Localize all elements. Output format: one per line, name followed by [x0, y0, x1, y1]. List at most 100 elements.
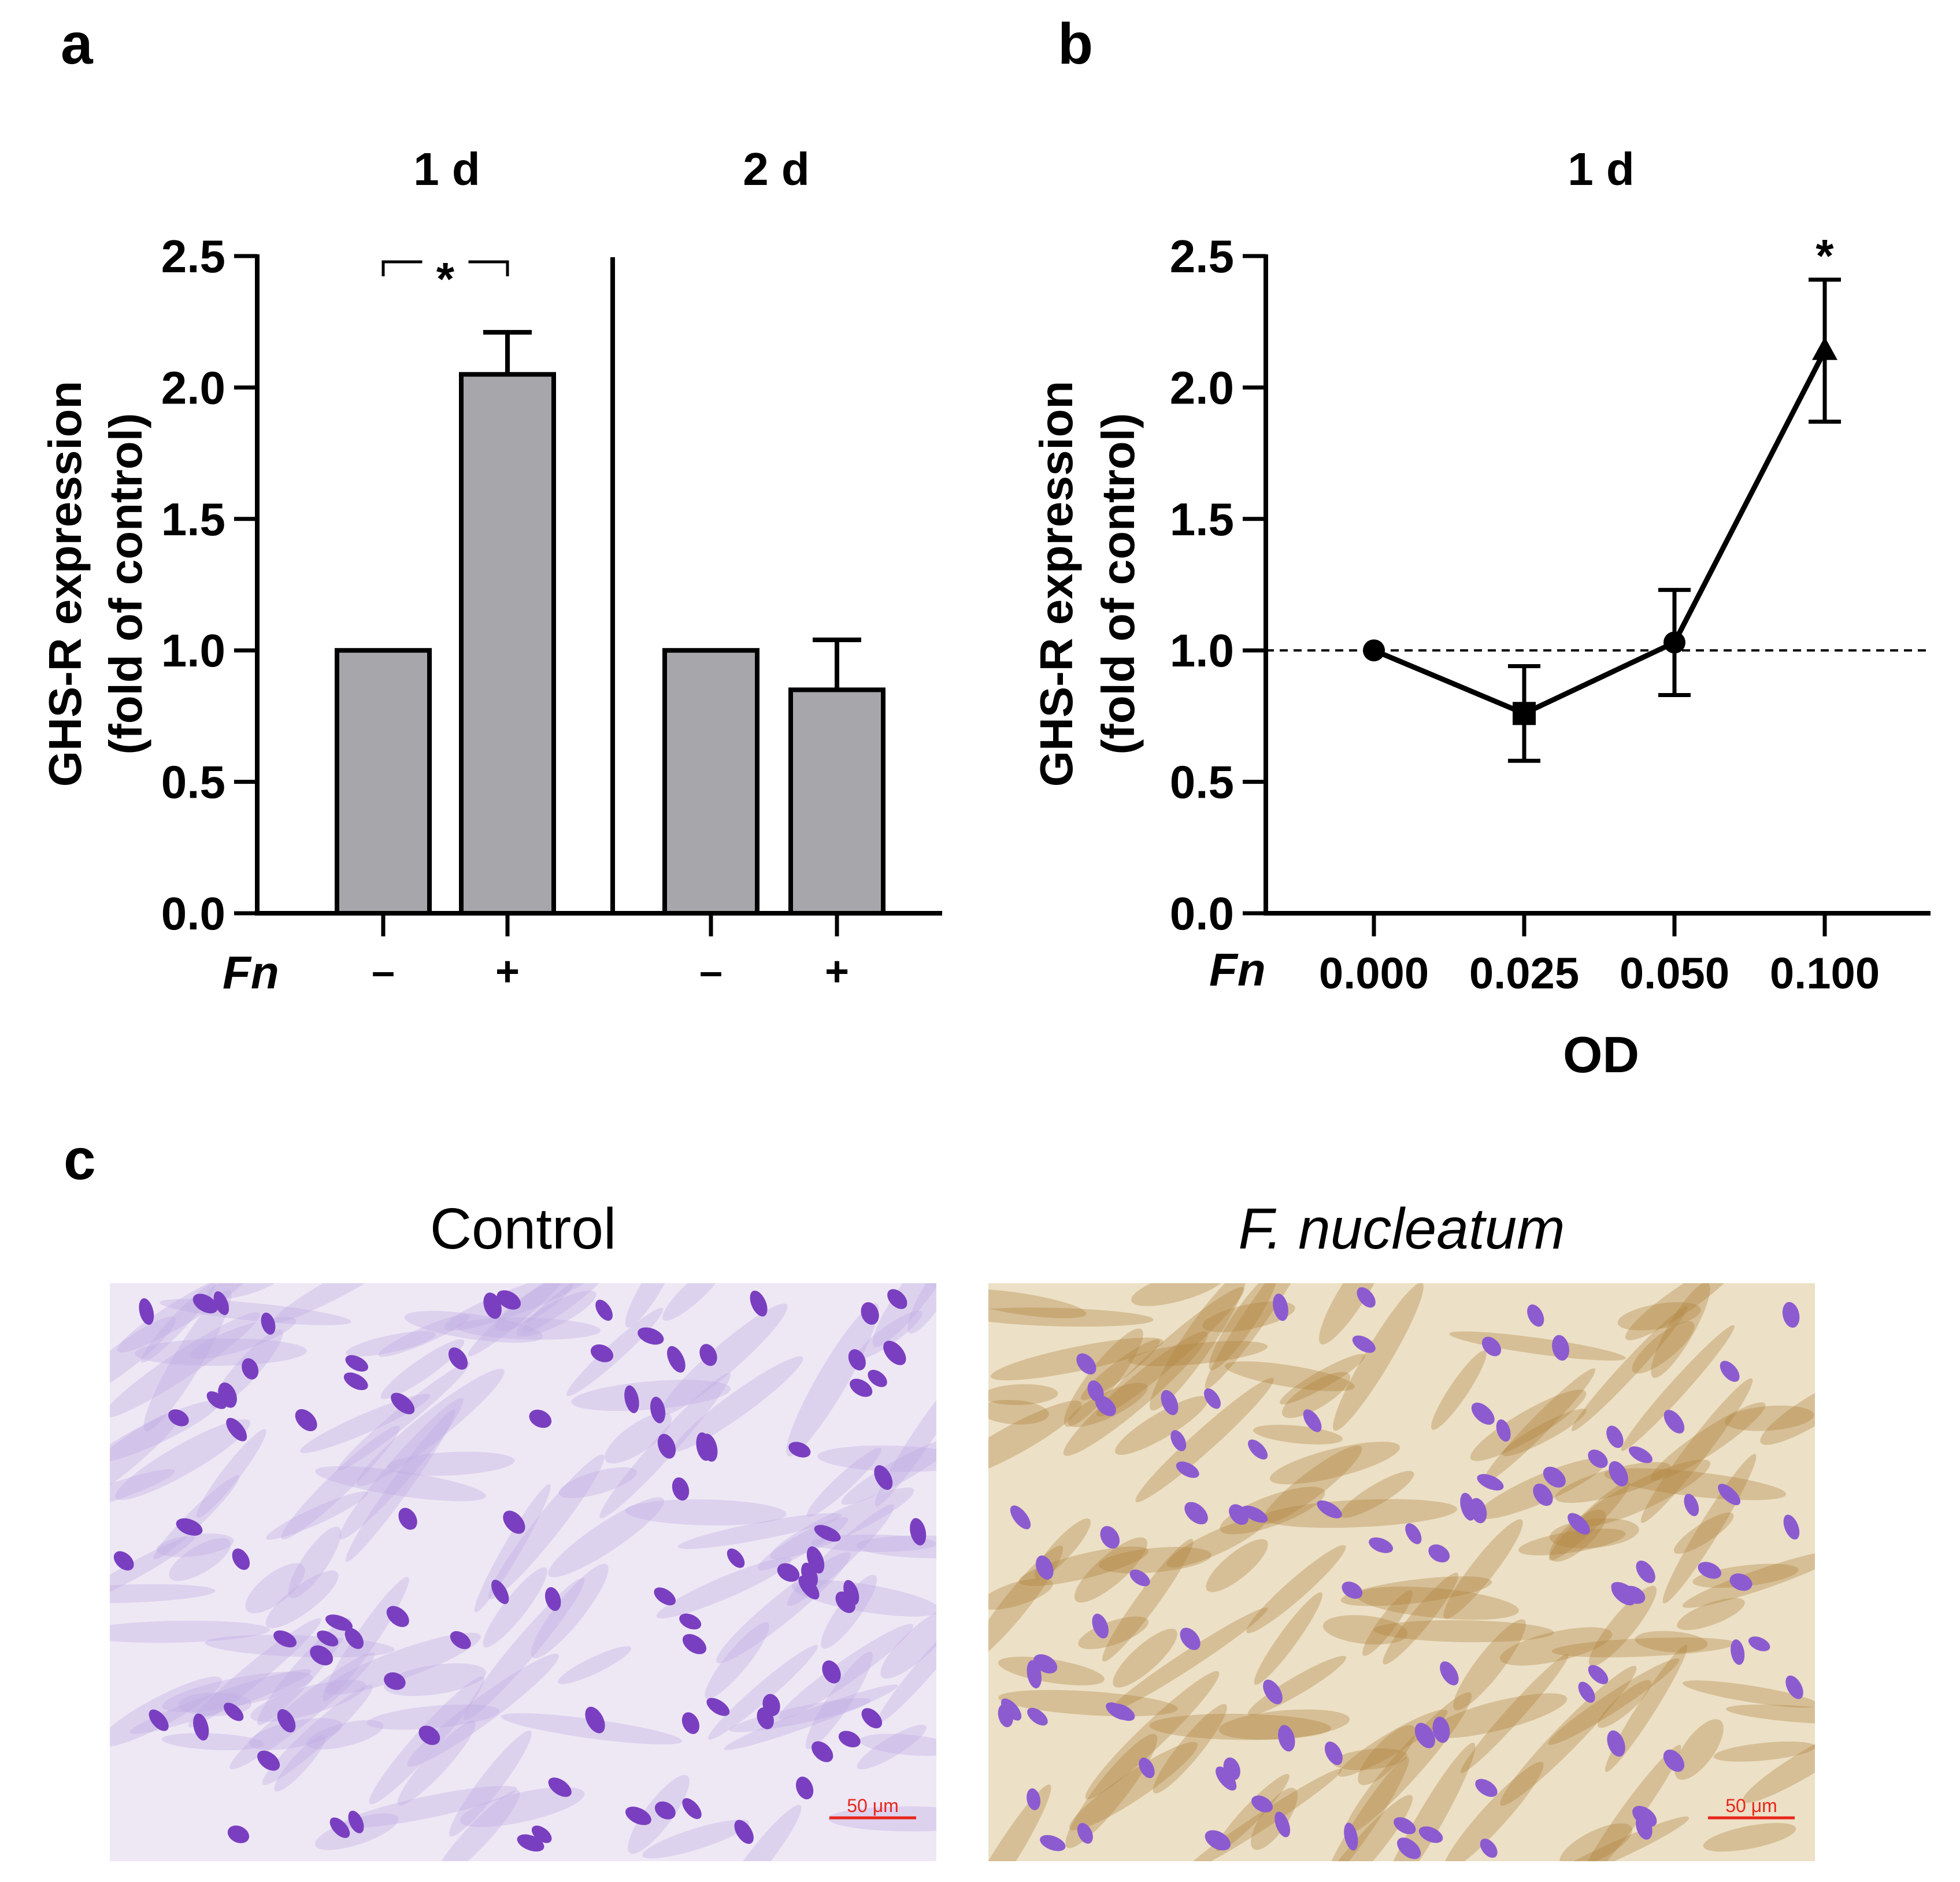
row-label-fn: Fn — [1209, 944, 1266, 995]
cell-body — [117, 1283, 251, 1353]
significance-star: * — [436, 253, 455, 305]
cell-body — [281, 1425, 400, 1540]
cell-body — [1635, 1631, 1708, 1653]
cell-body — [397, 1720, 476, 1806]
cell-body — [811, 1534, 936, 1552]
scale-bar-label: 50 μm — [1725, 1795, 1777, 1816]
chart-title: 1 d — [1568, 143, 1635, 195]
nucleus — [448, 1347, 468, 1370]
cell-body — [483, 1567, 547, 1648]
cell-body — [724, 1684, 898, 1750]
cell-body — [156, 1533, 234, 1557]
y-axis-label-2: (fold of control) — [100, 413, 151, 755]
cell-body — [110, 1584, 216, 1603]
nucleus — [450, 1631, 471, 1650]
cell-body — [1724, 1405, 1814, 1431]
bar-chart-a: 0.0 0.5 1.0 1.5 2.0 2.5 GHS-R expression (fold … — [39, 143, 942, 998]
nucleus — [242, 1358, 259, 1380]
cell-body — [1332, 1748, 1407, 1770]
nucleus — [1036, 1555, 1054, 1580]
nucleus — [261, 1312, 276, 1335]
cell-body — [656, 1557, 792, 1619]
bar — [459, 372, 556, 916]
cell-body — [1598, 1680, 1652, 1728]
y-tick-label: 1.0 — [161, 625, 225, 676]
cell-body — [877, 1605, 936, 1724]
nucleus — [1607, 1730, 1625, 1757]
cell-body — [1650, 1402, 1766, 1481]
nucleus — [1176, 1461, 1199, 1478]
cell-body — [859, 1733, 936, 1756]
cell-body — [516, 1290, 596, 1337]
nucleus — [1027, 1707, 1048, 1726]
nucleus — [1731, 1639, 1745, 1665]
nucleus — [699, 1344, 717, 1366]
cell-body — [380, 1339, 465, 1399]
cell-body — [1373, 1620, 1554, 1643]
x-tick-label: 0.050 — [1620, 949, 1729, 998]
cell-body — [786, 1303, 879, 1457]
cell-body — [856, 1535, 936, 1559]
cell-body — [110, 1676, 222, 1747]
nucleus — [168, 1409, 189, 1427]
data-point — [1812, 336, 1837, 360]
nucleus — [384, 1672, 406, 1690]
nucleus — [706, 1698, 730, 1716]
cell-body — [988, 1399, 1049, 1425]
nucleus — [650, 1396, 666, 1424]
nucleus — [1342, 1581, 1363, 1599]
nucleus — [861, 1708, 883, 1729]
cell-body — [708, 1644, 818, 1740]
group-title: 2 d — [743, 143, 810, 195]
nucleus — [386, 1606, 409, 1627]
cell-body — [1677, 1598, 1745, 1631]
nucleus — [1611, 1583, 1636, 1606]
nucleus — [139, 1298, 154, 1325]
cell-body — [1588, 1585, 1657, 1666]
nucleus — [329, 1817, 350, 1838]
cell-body — [1074, 1537, 1147, 1603]
nucleus — [1477, 1474, 1504, 1491]
nucleus — [654, 1587, 676, 1606]
nucleus — [1729, 1573, 1752, 1591]
micrograph-title: Control — [430, 1196, 616, 1261]
cell-body — [660, 1303, 788, 1416]
scale-bar-label: 50 μm — [847, 1795, 899, 1816]
nucleus — [848, 1349, 866, 1370]
cell-body — [384, 1663, 487, 1696]
cell-body — [1065, 1733, 1158, 1848]
cell-body — [162, 1671, 313, 1713]
nucleus — [1782, 1302, 1800, 1328]
cell-body — [1262, 1499, 1458, 1528]
cell-body — [1555, 1462, 1672, 1503]
nucleus — [1543, 1466, 1566, 1488]
nucleus — [1636, 1560, 1655, 1583]
micrograph-title: F. nucleatum — [1238, 1196, 1565, 1261]
cell-body — [110, 1312, 260, 1418]
cell-body — [1218, 1709, 1350, 1740]
cell-body — [1640, 1378, 1753, 1523]
cell-body — [338, 1362, 470, 1471]
nucleus — [1033, 1654, 1058, 1674]
nucleus — [1352, 1335, 1376, 1353]
cell-body — [1340, 1470, 1414, 1518]
cell-body — [872, 1283, 936, 1347]
nucleus — [224, 1702, 244, 1721]
cell-body — [1483, 1368, 1596, 1483]
cell-body — [557, 1646, 632, 1684]
cell-body — [1549, 1509, 1606, 1562]
nucleus — [345, 1355, 369, 1372]
nucleus — [1161, 1390, 1179, 1416]
y-tick-label: 0.0 — [161, 888, 225, 939]
cell-body — [1096, 1287, 1244, 1417]
nucleus — [795, 1776, 814, 1799]
nucleus — [1718, 1484, 1741, 1506]
nucleus — [1475, 1779, 1498, 1797]
cell-body — [161, 1733, 265, 1751]
nucleus — [679, 1613, 702, 1630]
cell-body — [1551, 1637, 1736, 1658]
cell-body — [1726, 1704, 1815, 1725]
nucleus — [273, 1630, 297, 1648]
cell-body — [1470, 1390, 1587, 1461]
cell-body — [1322, 1615, 1408, 1645]
